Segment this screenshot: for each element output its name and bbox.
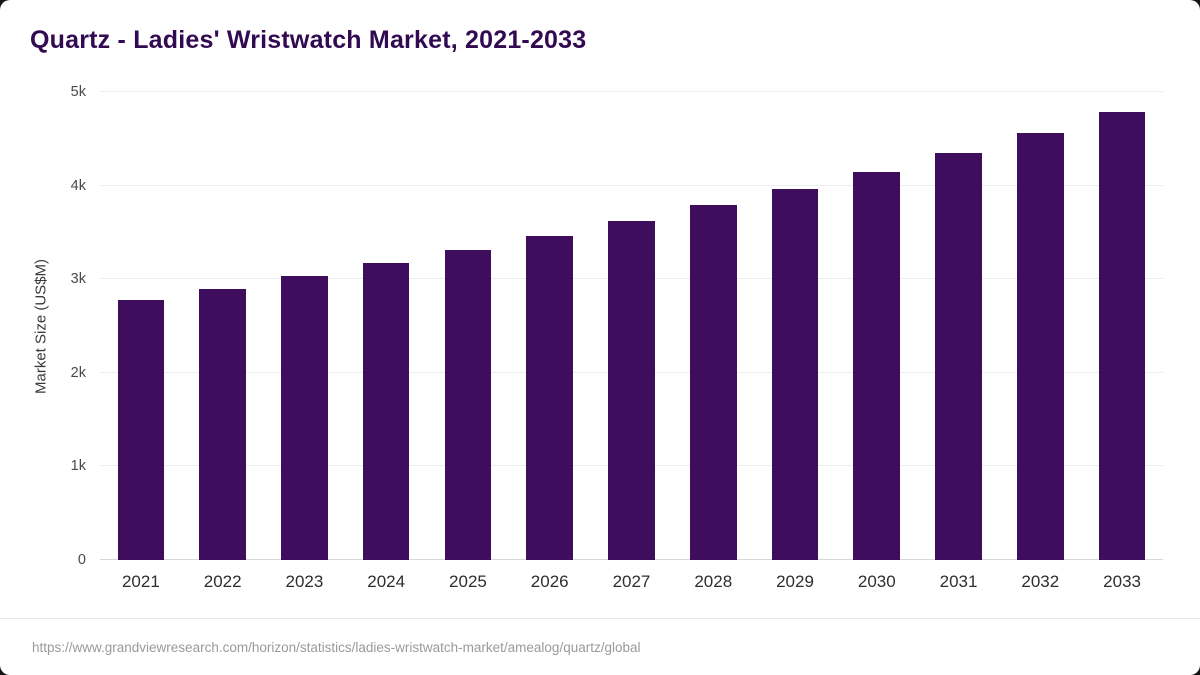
x-tick-label: 2030 [857, 572, 896, 591]
x-tick-label: 2031 [939, 572, 978, 591]
bar-column [509, 92, 591, 560]
gridline [100, 184, 1163, 186]
y-tick-label: 5k [70, 84, 86, 100]
gridline [100, 91, 1163, 92]
source-footer: https://www.grandviewresearch.com/horizo… [0, 618, 1200, 675]
bar-2026[interactable] [526, 236, 573, 560]
x-tick-label: 2021 [121, 572, 160, 591]
bar-column [264, 92, 346, 560]
x-tick-label: 2023 [285, 572, 324, 591]
bar-2027[interactable] [608, 221, 655, 560]
x-tick-label: 2029 [776, 572, 814, 591]
x-tick-label: 2025 [449, 572, 487, 591]
y-axis-title: Market Size (US$M) [32, 258, 50, 394]
y-tick-label: 3k [70, 271, 86, 288]
x-tick-label: 2026 [530, 572, 569, 591]
bar-column [918, 92, 1000, 560]
plot-area: 0 1k 2k 3k 4k 5k 2021 2022 2023 2024 2025 2026 2027… [71, 84, 1163, 591]
x-tick-label: 2032 [1021, 572, 1060, 591]
x-axis-labels: 2021 2022 2023 2024 2025 2026 2027 2028 2029 2030… [100, 572, 1163, 592]
y-tick-label: 1k [70, 458, 86, 475]
bars [100, 92, 1163, 560]
bar-2031[interactable] [935, 152, 982, 560]
bar-2032[interactable] [1017, 133, 1064, 560]
x-tick-label: 2024 [367, 572, 406, 591]
bar-2030[interactable] [853, 171, 901, 560]
y-tick-label: 0 [77, 552, 86, 568]
bar-column [591, 92, 673, 560]
x-tick-label: 2033 [1103, 572, 1141, 591]
source-url: https://www.grandviewresearch.com/horizo… [32, 639, 641, 655]
x-tick-label: 2027 [612, 572, 651, 591]
bar-column [672, 92, 754, 560]
bar-column [182, 92, 264, 560]
bar-column [754, 92, 836, 560]
bar-2023[interactable] [281, 276, 328, 560]
bar-2024[interactable] [362, 263, 410, 560]
bar-column [999, 92, 1081, 560]
y-tick-label: 2k [70, 364, 86, 381]
bar-2021[interactable] [117, 299, 165, 560]
bar-2022[interactable] [199, 288, 246, 560]
x-tick-label: 2022 [203, 572, 242, 591]
bar-2025[interactable] [444, 250, 492, 560]
bar-2028[interactable] [689, 205, 737, 560]
x-tick-label: 2028 [694, 572, 733, 591]
chart-title: Quartz - Ladies' Wristwatch Market, 2021… [30, 26, 587, 54]
bar-column [345, 92, 427, 560]
bar-2029[interactable] [771, 189, 819, 560]
bar-column [1081, 92, 1163, 560]
y-tick-label: 4k [70, 177, 86, 194]
bar-column [836, 92, 918, 560]
bar-2033[interactable] [1098, 111, 1146, 560]
bar-column [100, 92, 182, 560]
bar-column [427, 92, 509, 560]
